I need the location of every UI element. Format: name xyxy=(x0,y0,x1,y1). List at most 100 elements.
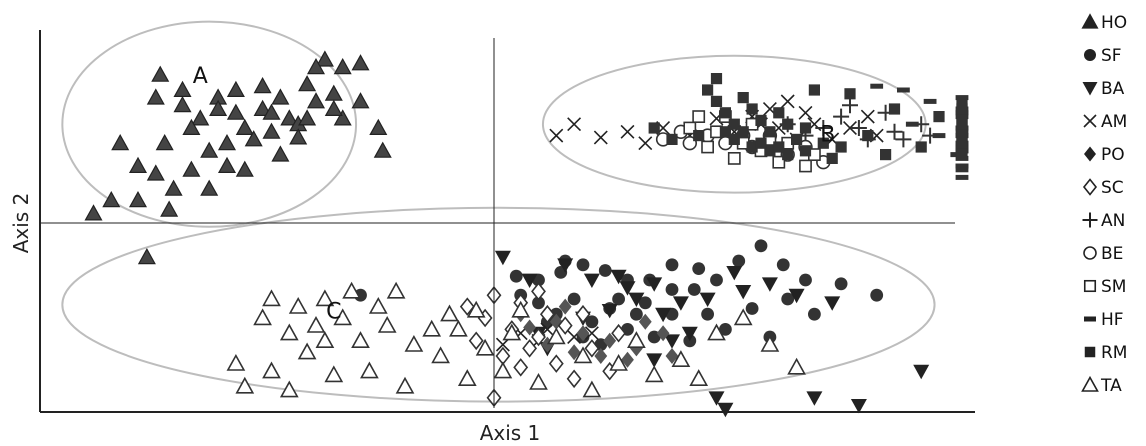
point-ta xyxy=(609,353,628,371)
point-ta xyxy=(297,342,317,360)
legend-marker-rm xyxy=(1084,346,1096,358)
point-ho xyxy=(151,65,170,82)
series-ho xyxy=(84,50,392,265)
legend-label-sm: SM xyxy=(1101,277,1126,297)
point-rm xyxy=(755,137,767,149)
point-sf xyxy=(509,269,523,283)
point-ho xyxy=(146,164,165,181)
point-ba xyxy=(646,353,663,368)
point-rm xyxy=(817,137,829,149)
x-axis-label: Axis 1 xyxy=(480,421,541,445)
point-ho xyxy=(146,88,165,105)
point-ba xyxy=(557,258,574,273)
point-ta xyxy=(315,331,335,349)
point-po xyxy=(665,348,679,364)
point-ho xyxy=(289,128,308,145)
point-ta xyxy=(368,296,388,314)
point-ta xyxy=(627,331,646,349)
legend-item-ho: HO xyxy=(1081,13,1127,33)
point-hf xyxy=(955,174,969,180)
legend-label-ba: BA xyxy=(1101,79,1125,99)
point-an xyxy=(895,131,912,148)
point-sf xyxy=(745,302,759,315)
point-sc xyxy=(522,339,538,358)
point-ho xyxy=(182,118,201,135)
legend-marker-po xyxy=(1084,146,1096,162)
point-ba xyxy=(726,266,743,281)
point-rm xyxy=(956,130,968,142)
point-ba xyxy=(806,391,823,406)
point-sc xyxy=(468,331,484,351)
series-ba xyxy=(494,250,930,418)
point-am xyxy=(798,105,813,120)
point-sm xyxy=(683,121,697,135)
point-ho xyxy=(324,99,343,117)
point-ho xyxy=(298,109,317,126)
point-ho xyxy=(253,99,272,117)
point-ta xyxy=(386,281,406,299)
point-ho xyxy=(191,109,210,126)
point-ho xyxy=(351,92,370,109)
point-sf xyxy=(808,307,821,321)
point-ho xyxy=(235,160,254,177)
point-ba xyxy=(628,292,645,307)
point-po xyxy=(656,325,670,342)
point-ho xyxy=(137,247,156,265)
point-ba xyxy=(824,296,841,311)
point-ho xyxy=(111,133,130,151)
point-sf xyxy=(665,283,679,296)
point-rm xyxy=(728,118,740,130)
legend-item-hf: HF xyxy=(1084,310,1124,330)
y-axis-label: Axis 2 xyxy=(9,193,33,254)
point-sf xyxy=(612,292,625,306)
point-po xyxy=(621,351,634,368)
point-hf xyxy=(955,167,969,173)
legend-label-be: BE xyxy=(1101,244,1123,264)
point-sf xyxy=(834,277,848,291)
legend-item-sc: SC xyxy=(1082,178,1124,198)
legend-item-an: AN xyxy=(1082,211,1125,231)
point-rm xyxy=(737,126,749,138)
point-ho xyxy=(209,99,228,117)
point-po xyxy=(603,332,617,349)
legend-item-ba: BA xyxy=(1082,79,1125,99)
point-sm xyxy=(692,110,706,123)
point-ta xyxy=(440,304,459,322)
point-ho xyxy=(128,156,148,173)
legend-label-po: PO xyxy=(1101,145,1125,165)
point-ba xyxy=(672,296,689,311)
point-rm xyxy=(915,141,927,153)
point-sf xyxy=(719,323,732,336)
legend-marker-ta xyxy=(1081,375,1099,392)
point-rm xyxy=(728,133,740,145)
point-rm xyxy=(826,152,838,164)
point-am xyxy=(780,94,795,109)
point-an xyxy=(886,123,903,140)
point-rm xyxy=(880,149,892,161)
point-ho xyxy=(200,179,219,196)
cluster-label-c: C xyxy=(326,299,341,324)
point-ho xyxy=(226,103,245,120)
point-ho xyxy=(217,156,237,173)
legend-label-sf: SF xyxy=(1101,46,1122,66)
point-ta xyxy=(306,315,326,333)
point-ta xyxy=(787,357,806,375)
legend-marker-be xyxy=(1083,246,1097,260)
point-ta xyxy=(475,338,495,356)
point-rm xyxy=(710,95,723,107)
point-ho xyxy=(235,118,254,135)
point-ta xyxy=(315,289,335,307)
point-ta xyxy=(288,296,308,314)
point-ta xyxy=(546,327,566,345)
point-am xyxy=(593,130,608,145)
point-ta xyxy=(707,323,726,341)
legend-marker-an xyxy=(1082,212,1098,228)
point-hf xyxy=(932,133,946,139)
point-ho xyxy=(173,80,192,98)
legend-label-ta: TA xyxy=(1100,376,1122,396)
point-be xyxy=(682,136,697,151)
cluster-labels: A B C xyxy=(193,64,836,325)
point-ho xyxy=(164,179,183,196)
point-ho xyxy=(262,103,281,120)
point-hf xyxy=(905,121,919,127)
